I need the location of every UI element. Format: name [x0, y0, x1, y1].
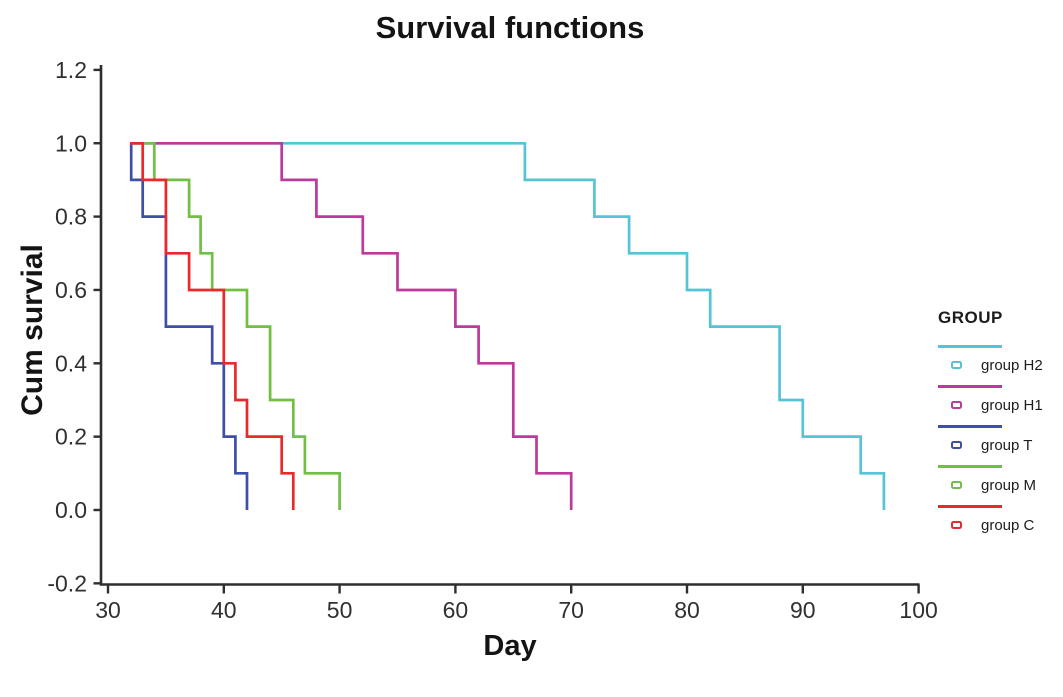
legend-entry-group-c: group C [938, 505, 1063, 534]
x-tick-label: 90 [790, 597, 816, 623]
y-tick-label: 1.2 [55, 57, 87, 83]
legend: GROUP group H2 group H1 group T [938, 308, 1063, 534]
legend-line-swatch [938, 425, 1002, 428]
y-tick-label: 0.2 [55, 424, 87, 450]
legend-title: GROUP [938, 308, 1003, 327]
survival-curve-group-c [130, 141, 295, 510]
x-tick-label: 70 [558, 597, 584, 623]
x-tick-label: 40 [211, 597, 237, 623]
legend-marker-swatch [951, 361, 962, 369]
y-tick-label: 0.8 [55, 204, 87, 230]
legend-line-swatch [938, 345, 1002, 348]
survival-curve-group-t [129, 141, 249, 510]
y-tick-label: 0.6 [55, 277, 87, 303]
chart-title: Survival functions [375, 10, 645, 45]
legend-entry-group-h2: group H2 [938, 345, 1063, 374]
x-tick-label: 30 [95, 597, 121, 623]
legend-marker-swatch [951, 441, 962, 449]
legend-entry-group-t: group T [938, 425, 1063, 454]
y-tick-label: -0.2 [47, 570, 87, 596]
y-tick-label: 0.0 [55, 497, 87, 523]
legend-entry-label: group H2 [981, 356, 1043, 374]
legend-line-swatch [938, 465, 1002, 468]
legend-entry-label: group T [981, 436, 1033, 454]
survival-curve-group-m [130, 141, 341, 510]
survival-curve-group-h1 [130, 141, 573, 510]
x-tick-label: 80 [674, 597, 700, 623]
legend-entry-label: group H1 [981, 396, 1043, 414]
x-tick-label: 50 [327, 597, 353, 623]
legend-line-swatch [938, 385, 1002, 388]
legend-marker-swatch [951, 401, 962, 409]
legend-entry-group-h1: group H1 [938, 385, 1063, 414]
x-axis-title: Day [483, 630, 537, 662]
legend-entry-label: group C [981, 516, 1035, 534]
x-tick-label: 100 [899, 597, 937, 623]
legend-entry-group-m: group M [938, 465, 1063, 494]
legend-marker-swatch [951, 481, 962, 489]
x-tick-label: 60 [443, 597, 469, 623]
y-tick-label: 1.0 [55, 130, 87, 156]
legend-line-swatch [938, 505, 1002, 508]
legend-entry-label: group M [981, 476, 1037, 494]
legend-marker-swatch [951, 521, 962, 529]
y-tick-label: 0.4 [55, 350, 87, 376]
survival-curve-group-h2 [130, 141, 886, 510]
